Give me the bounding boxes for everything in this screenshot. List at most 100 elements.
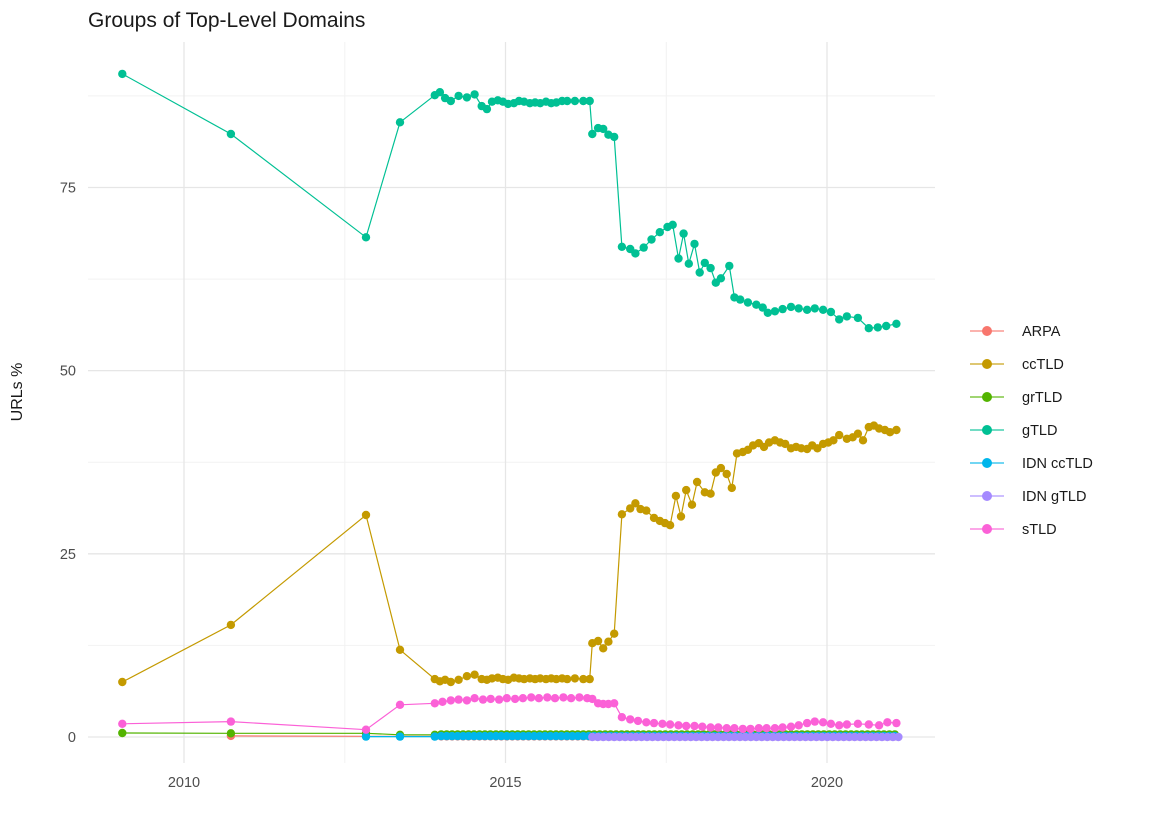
data-point-stld xyxy=(550,694,560,703)
data-point-stld xyxy=(722,724,731,733)
data-point-gtld xyxy=(631,249,640,258)
legend-item-cctld: ccTLD xyxy=(970,357,1064,373)
series-idn-gtld xyxy=(588,732,903,742)
data-point-idn-gtld xyxy=(894,732,903,742)
series-gtld xyxy=(118,69,901,333)
data-point-stld xyxy=(762,724,771,733)
legend-item-idn-cctld: IDN ccTLD xyxy=(970,456,1093,472)
data-point-cctld xyxy=(853,429,863,438)
data-point-stld xyxy=(714,723,723,732)
data-point-cctld xyxy=(585,674,594,684)
data-point-cctld xyxy=(604,637,613,646)
data-point-stld xyxy=(502,694,511,703)
data-point-cctld xyxy=(395,645,405,654)
data-point-stld xyxy=(802,718,812,728)
data-point-cctld xyxy=(226,620,236,630)
data-point-gtld xyxy=(700,258,709,268)
data-point-cctld xyxy=(563,674,572,684)
data-point-stld xyxy=(674,721,683,730)
data-point-cctld xyxy=(361,510,371,520)
data-point-cctld xyxy=(446,677,455,687)
data-point-gtld xyxy=(570,96,580,106)
data-point-stld xyxy=(738,724,747,734)
data-point-gtld xyxy=(736,295,745,304)
data-point-cctld xyxy=(835,430,844,440)
data-point-stld xyxy=(794,721,803,730)
x-tick-label: 2015 xyxy=(489,775,521,791)
data-point-cctld xyxy=(858,436,868,445)
data-point-stld xyxy=(770,724,780,733)
legend-label-arpa: ARPA xyxy=(1022,324,1061,340)
data-point-stld xyxy=(853,719,863,728)
series-line-gtld xyxy=(122,73,897,329)
data-point-cctld xyxy=(631,499,640,508)
data-point-stld xyxy=(835,721,844,730)
legend-item-gtld: gTLD xyxy=(970,423,1057,439)
data-point-gtld xyxy=(588,129,597,139)
data-point-stld xyxy=(892,718,901,728)
data-point-gtld xyxy=(482,104,492,114)
x-tick-label: 2010 xyxy=(168,775,200,791)
data-point-cctld xyxy=(642,506,651,515)
legend-item-stld: sTLD xyxy=(970,522,1057,538)
data-point-gtld xyxy=(716,274,726,283)
legend-key-dot-idn-gtld xyxy=(982,491,992,501)
y-tick-label: 75 xyxy=(60,181,76,197)
data-point-idn-cctld xyxy=(430,732,439,741)
data-point-cctld xyxy=(813,444,822,453)
data-point-gtld xyxy=(794,304,803,313)
data-point-cctld xyxy=(610,629,619,638)
data-point-stld xyxy=(534,694,544,703)
data-point-cctld xyxy=(118,677,127,687)
data-point-gtld xyxy=(395,118,405,127)
data-point-stld xyxy=(454,695,463,704)
legend-label-idn-cctld: IDN ccTLD xyxy=(1022,456,1093,472)
data-point-stld xyxy=(527,693,536,702)
data-point-cctld xyxy=(617,510,627,519)
data-point-stld xyxy=(826,719,836,728)
legend-item-idn-gtld: IDN gTLD xyxy=(970,489,1086,505)
data-point-stld xyxy=(786,722,796,731)
data-point-cctld xyxy=(676,512,686,521)
data-point-cctld xyxy=(892,425,901,435)
data-point-stld xyxy=(690,721,699,731)
data-point-stld xyxy=(658,719,667,728)
data-point-gtld xyxy=(763,308,772,317)
data-point-gtld xyxy=(770,307,780,316)
y-tick-label: 25 xyxy=(60,547,76,563)
data-point-stld xyxy=(446,696,455,705)
data-point-cctld xyxy=(454,675,463,684)
data-point-cctld xyxy=(706,489,715,498)
data-point-gtld xyxy=(563,96,572,106)
data-point-gtld xyxy=(655,228,664,237)
data-point-gtld xyxy=(864,324,873,333)
data-point-gtld xyxy=(873,323,882,332)
data-point-stld xyxy=(486,694,495,704)
data-point-stld xyxy=(626,715,635,724)
data-point-stld xyxy=(438,697,447,706)
legend-label-gtld: gTLD xyxy=(1022,423,1057,439)
data-point-cctld xyxy=(781,439,790,449)
data-point-gtld xyxy=(639,243,648,252)
series-cctld xyxy=(118,421,901,687)
legend-label-stld: sTLD xyxy=(1022,522,1057,538)
chart-title: Groups of Top-Level Domains xyxy=(88,9,365,32)
data-point-gtld xyxy=(758,303,767,312)
x-axis-tick-labels: 2010 2015 2020 xyxy=(168,775,843,791)
data-point-cctld xyxy=(727,483,736,493)
data-point-stld xyxy=(746,724,755,734)
data-point-gtld xyxy=(743,298,753,307)
data-point-stld xyxy=(706,723,715,732)
data-point-stld xyxy=(810,717,819,726)
data-point-gtld xyxy=(695,268,704,277)
data-point-stld xyxy=(754,724,763,733)
data-point-gtld xyxy=(826,307,836,317)
data-point-stld xyxy=(698,722,707,731)
data-point-gtld xyxy=(226,129,236,139)
data-point-stld xyxy=(588,694,597,704)
data-point-gtld xyxy=(470,90,479,99)
data-point-cctld xyxy=(671,491,681,501)
data-point-gtld xyxy=(599,124,608,134)
legend-key-dot-grtld xyxy=(982,392,992,402)
